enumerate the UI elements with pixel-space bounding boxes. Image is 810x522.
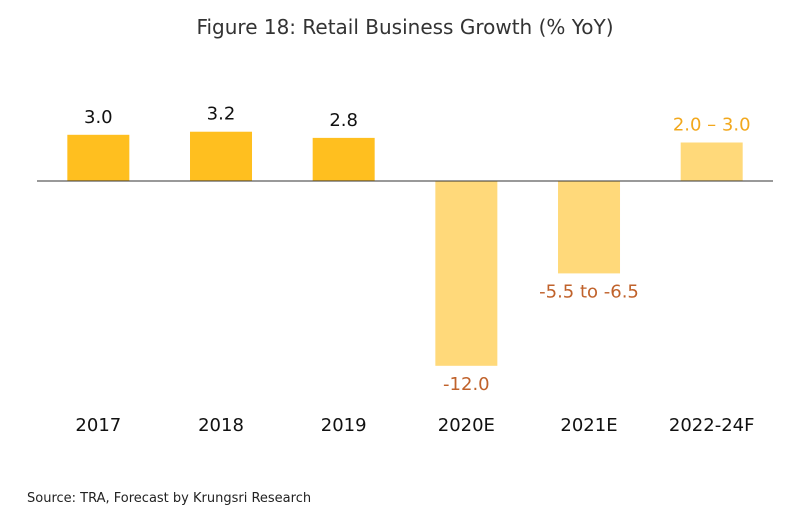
value-label-2019: 2.8 <box>329 110 358 131</box>
x-tick-labels: 2017 2018 2019 2020E 2021E 2022-24F <box>75 415 754 436</box>
value-label-2018: 3.2 <box>207 104 236 125</box>
x-tick-2017: 2017 <box>75 415 121 436</box>
value-label-2020E: -12.0 <box>443 374 490 395</box>
bar-2018 <box>190 131 253 181</box>
value-label-2017: 3.0 <box>84 107 113 128</box>
x-tick-2021E: 2021E <box>560 415 617 436</box>
x-tick-2020E: 2020E <box>438 415 495 436</box>
x-tick-2022-24F: 2022-24F <box>669 415 755 436</box>
bar-2021E <box>558 181 621 274</box>
x-tick-2019: 2019 <box>321 415 367 436</box>
bar-2022-24F <box>680 142 743 181</box>
value-label-2022-24F: 2.0 – 3.0 <box>673 115 751 136</box>
bar-2020E <box>435 181 498 366</box>
value-label-2021E: -5.5 to -6.5 <box>539 281 639 302</box>
bars-layer <box>67 131 743 366</box>
source-note: Source: TRA, Forecast by Krungsri Resear… <box>27 491 312 506</box>
chart-title: Figure 18: Retail Business Growth (% YoY… <box>196 15 614 39</box>
labels-layer: 3.0 3.2 2.8 -12.0 -5.5 to -6.5 2.0 – 3.0 <box>84 104 751 395</box>
x-tick-2018: 2018 <box>198 415 244 436</box>
bar-2019 <box>312 137 375 181</box>
bar-2017 <box>67 134 130 181</box>
